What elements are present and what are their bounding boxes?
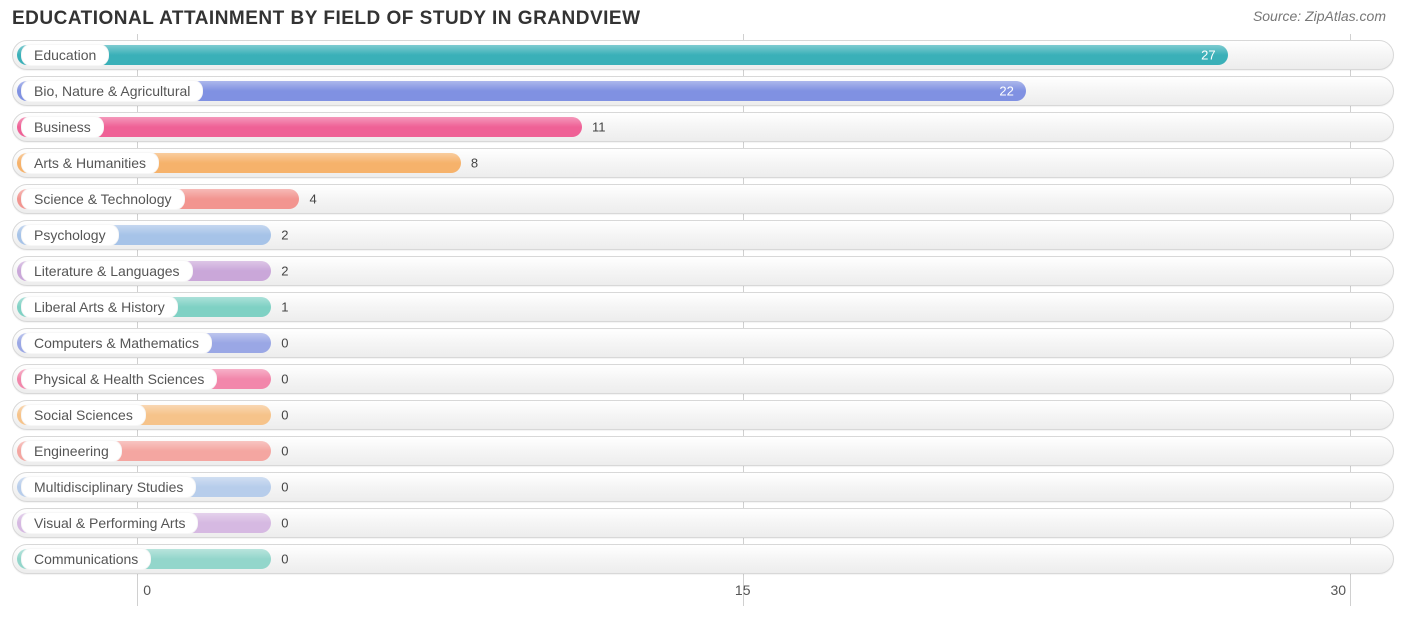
bar-label: Science & Technology — [21, 188, 185, 210]
bar-row: 0 Visual & Performing Arts — [12, 508, 1394, 538]
bar-track: 8 Arts & Humanities — [17, 153, 1389, 173]
x-tick: 0 — [143, 582, 151, 598]
bar-label: Physical & Health Sciences — [21, 368, 217, 390]
bar-value: 2 — [281, 264, 288, 279]
bar: 27 Education — [17, 45, 1228, 65]
x-tick: 30 — [1330, 582, 1346, 598]
bar-row: 27 Education — [12, 40, 1394, 70]
bar-track: 27 Education — [17, 45, 1389, 65]
bar-row: 11 Business — [12, 112, 1394, 142]
bar-value: 0 — [281, 408, 288, 423]
bar-value: 0 — [281, 444, 288, 459]
bar-row: 0 Social Sciences — [12, 400, 1394, 430]
bar-label: Literature & Languages — [21, 260, 193, 282]
bar-label: Multidisciplinary Studies — [21, 476, 196, 498]
bar-value: 0 — [281, 516, 288, 531]
bar-value: 0 — [281, 480, 288, 495]
bar-value: 27 — [1201, 48, 1215, 63]
chart-area: 27Education22Bio, Nature & Agricultural1… — [0, 34, 1406, 606]
bar: Psychology — [17, 225, 271, 245]
bar-track: 0 Social Sciences — [17, 405, 1389, 425]
bar: 22 Bio, Nature & Agricultural — [17, 81, 1026, 101]
bar-label: Business — [21, 116, 104, 138]
bar-value: 0 — [281, 552, 288, 567]
bar: Physical & Health Sciences — [17, 369, 271, 389]
bar-track: 2 Literature & Languages — [17, 261, 1389, 281]
bar: Engineering — [17, 441, 271, 461]
bar: Communications — [17, 549, 271, 569]
bar: Science & Technology — [17, 189, 299, 209]
bar-row: 0 Computers & Mathematics — [12, 328, 1394, 358]
bar-row: 0 Physical & Health Sciences — [12, 364, 1394, 394]
bar-track: 0 Engineering — [17, 441, 1389, 461]
bar-label: Social Sciences — [21, 404, 146, 426]
bar: Computers & Mathematics — [17, 333, 271, 353]
bar-value: 22 — [999, 84, 1013, 99]
bar-track: 0 Communications — [17, 549, 1389, 569]
bar-row: 4 Science & Technology — [12, 184, 1394, 214]
bar-row: 0 Engineering — [12, 436, 1394, 466]
bar-value: 2 — [281, 228, 288, 243]
bar-label: Communications — [21, 548, 151, 570]
chart-title: EDUCATIONAL ATTAINMENT BY FIELD OF STUDY… — [12, 8, 641, 30]
bar-label: Arts & Humanities — [21, 152, 159, 174]
bar-row: 0 Communications — [12, 544, 1394, 574]
bar: Social Sciences — [17, 405, 271, 425]
bar-track: 22 Bio, Nature & Agricultural — [17, 81, 1389, 101]
bar-track: 0 Multidisciplinary Studies — [17, 477, 1389, 497]
bar-track: 4 Science & Technology — [17, 189, 1389, 209]
bar-track: 11 Business — [17, 117, 1389, 137]
bar-label: Bio, Nature & Agricultural — [21, 80, 203, 102]
bar-track: 0 Visual & Performing Arts — [17, 513, 1389, 533]
bar-label: Computers & Mathematics — [21, 332, 212, 354]
bar-label: Visual & Performing Arts — [21, 512, 198, 534]
bar-label: Liberal Arts & History — [21, 296, 178, 318]
bar: Liberal Arts & History — [17, 297, 271, 317]
bar-row: 22 Bio, Nature & Agricultural — [12, 76, 1394, 106]
bar-row: 0 Multidisciplinary Studies — [12, 472, 1394, 502]
bar-track: 0 Physical & Health Sciences — [17, 369, 1389, 389]
bar-value: 0 — [281, 336, 288, 351]
bar-value: 1 — [281, 300, 288, 315]
bar: Business — [17, 117, 582, 137]
bar-track: 2 Psychology — [17, 225, 1389, 245]
bar-track: 0 Computers & Mathematics — [17, 333, 1389, 353]
bar-label: Engineering — [21, 440, 122, 462]
bar-row: 1 Liberal Arts & History — [12, 292, 1394, 322]
bar-label: Psychology — [21, 224, 119, 246]
chart-source: Source: ZipAtlas.com — [1253, 8, 1386, 24]
x-tick: 15 — [735, 582, 751, 598]
bar: Visual & Performing Arts — [17, 513, 271, 533]
bars-container: 27Education22Bio, Nature & Agricultural1… — [12, 40, 1394, 574]
bar-row: 2 Literature & Languages — [12, 256, 1394, 286]
x-axis: 0 15 30 — [28, 580, 1378, 606]
bar-value: 8 — [471, 156, 478, 171]
bar-value: 11 — [592, 120, 606, 135]
bar-track: 1 Liberal Arts & History — [17, 297, 1389, 317]
bar: Arts & Humanities — [17, 153, 461, 173]
bar: Multidisciplinary Studies — [17, 477, 271, 497]
bar-row: 2 Psychology — [12, 220, 1394, 250]
bar: Literature & Languages — [17, 261, 271, 281]
bar-value: 4 — [309, 192, 316, 207]
bar-row: 8 Arts & Humanities — [12, 148, 1394, 178]
bar-label: Education — [21, 44, 109, 66]
bar-value: 0 — [281, 372, 288, 387]
